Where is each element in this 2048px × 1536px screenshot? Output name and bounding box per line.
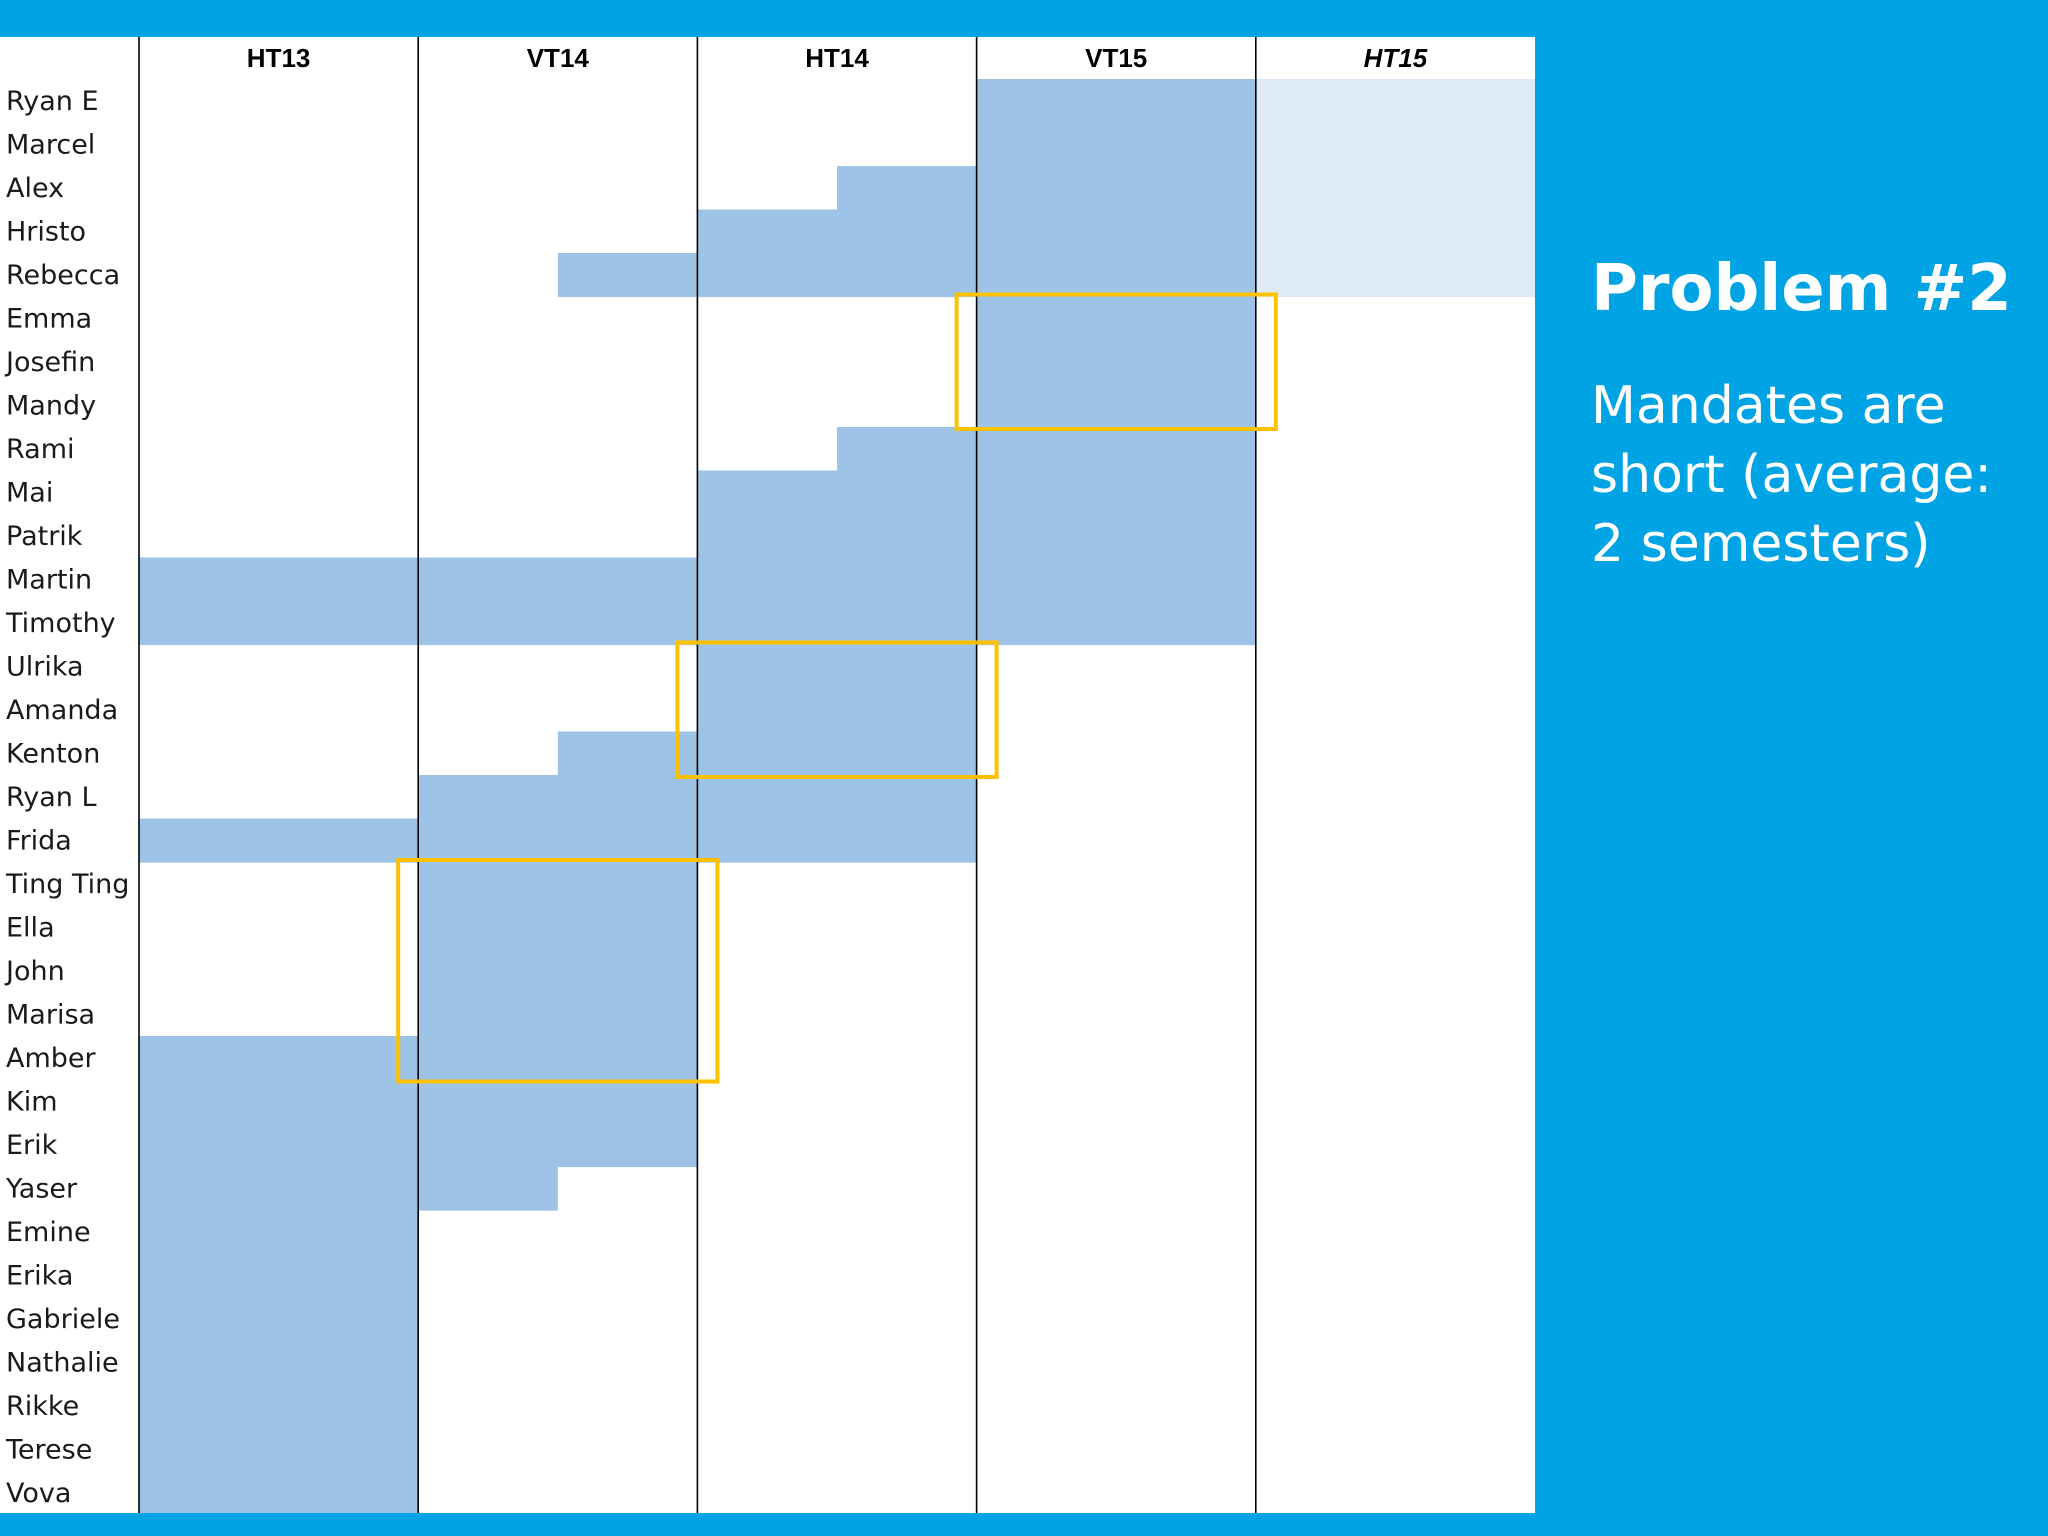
person-label: Emma: [6, 304, 92, 335]
mandate-bar-tentative: [1255, 79, 1535, 124]
person-label: Hristo: [6, 217, 86, 248]
person-label: Erik: [6, 1130, 58, 1161]
mandate-bar: [139, 1427, 419, 1472]
person-label: Alex: [6, 173, 64, 204]
person-label: Yaser: [5, 1174, 78, 1205]
person-label: Mandy: [6, 391, 96, 422]
mandate-bar: [976, 340, 1256, 385]
mandate-bar: [697, 688, 977, 733]
semester-header: VT15: [1085, 43, 1147, 73]
person-label: Patrik: [6, 521, 83, 552]
person-label: Mai: [6, 478, 53, 509]
person-label: Ryan L: [6, 782, 97, 813]
timeline-chart-panel: HT13 VT14 HT14 VT15 HT15 Ryan E Marcel Alex Hris…: [0, 37, 1535, 1513]
mandate-bar: [139, 1384, 419, 1429]
mandate-bar: [139, 1253, 419, 1298]
mandate-bar: [418, 905, 698, 950]
mandate-bar: [418, 992, 698, 1037]
mandate-bar: [697, 644, 977, 689]
mandate-bar: [139, 1166, 558, 1211]
person-label: Marcel: [6, 130, 95, 161]
mandate-bar-tentative: [1255, 122, 1535, 167]
mandate-bar: [139, 1210, 419, 1255]
mandate-bar: [976, 79, 1256, 124]
person-label: Nathalie: [6, 1348, 119, 1379]
person-label: Frida: [6, 826, 72, 857]
person-label: Rikke: [6, 1391, 79, 1422]
mandate-bar: [557, 731, 977, 776]
mandate-bar: [139, 818, 977, 863]
person-label: Amber: [6, 1043, 97, 1074]
person-label: Erika: [6, 1261, 73, 1292]
mandate-timeline-chart: HT13 VT14 HT14 VT15 HT15 Ryan E Marcel Alex Hris…: [4, 37, 1535, 1513]
person-label: Timothy: [5, 608, 116, 639]
person-label: Kim: [6, 1087, 58, 1118]
person-label: Kenton: [6, 739, 100, 770]
mandate-bar-tentative: [1255, 209, 1535, 254]
semester-header: HT14: [805, 43, 869, 73]
person-label: Rebecca: [6, 260, 120, 291]
slide-body: Mandates are short (average: 2 semesters…: [1591, 376, 1992, 574]
person-label: Josefin: [4, 347, 95, 378]
mandate-bar-tentative: [1255, 166, 1535, 211]
person-label: Rami: [6, 434, 75, 465]
person-label: Emine: [6, 1217, 91, 1248]
mandate-bar: [837, 427, 1256, 472]
semester-header: HT15: [1364, 43, 1428, 73]
highlight-box: [396, 858, 720, 1084]
highlight-box: [675, 640, 999, 779]
person-label: Vova: [6, 1478, 71, 1509]
mandate-bar: [976, 383, 1256, 428]
person-label: Martin: [6, 565, 92, 596]
mandate-bar: [139, 1471, 419, 1513]
person-label: Ting Ting: [5, 869, 129, 900]
person-label: Ulrika: [6, 652, 84, 683]
mandate-bar: [976, 122, 1256, 167]
mandate-bar: [557, 253, 1256, 298]
person-label: John: [4, 956, 65, 987]
mandate-bar: [139, 1340, 419, 1385]
semester-header: VT14: [527, 43, 590, 73]
highlight-box: [954, 292, 1278, 431]
semester-header: HT13: [247, 43, 311, 73]
person-label: Amanda: [6, 695, 118, 726]
mandate-bar: [418, 862, 698, 907]
mandate-bar: [837, 166, 1256, 211]
person-label: Ryan E: [6, 86, 99, 117]
mandate-bar: [139, 1297, 419, 1342]
person-label: Terese: [5, 1435, 92, 1466]
person-label: Ella: [6, 913, 55, 944]
slide-text: Problem #2 Mandates are short (average: …: [1591, 250, 2041, 579]
person-label: Marisa: [6, 1000, 95, 1031]
mandate-bar: [976, 296, 1256, 341]
person-label: Gabriele: [6, 1304, 120, 1335]
mandate-bar: [418, 949, 698, 994]
mandate-bar-tentative: [1255, 253, 1535, 298]
slide-title: Problem #2: [1591, 252, 2012, 326]
